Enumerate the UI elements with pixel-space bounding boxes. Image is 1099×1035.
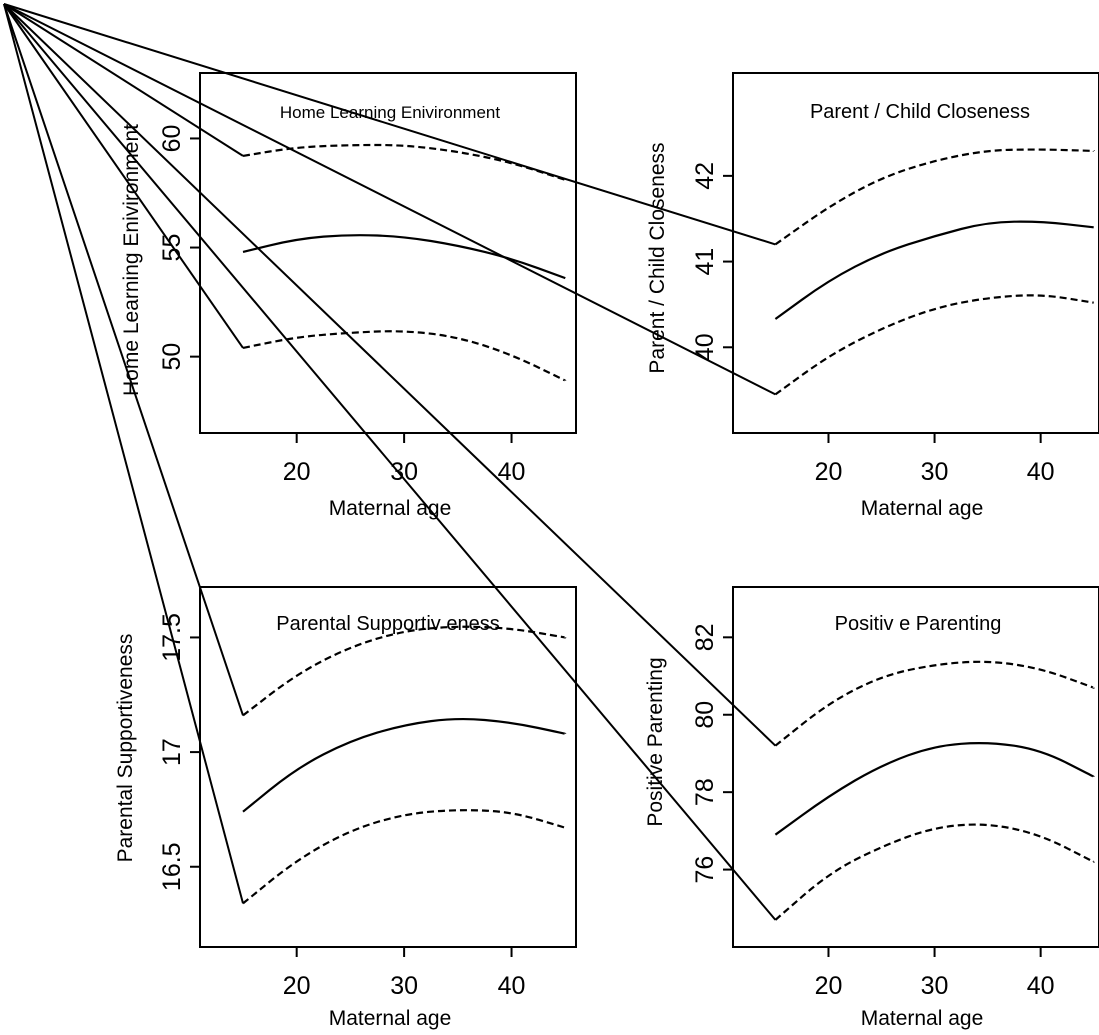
y-tick-label: 16.5 [158,842,186,891]
panel-title: Home Learning Enivironment [280,103,500,122]
plot-lines [242,625,567,905]
panel-parent-child-closeness: Parent / Child Closeness Maternal age Pa… [646,72,1099,520]
y-axis: 76 78 80 82 [691,623,733,883]
y-tick-label: 17 [158,738,186,766]
x-tick-label: 40 [1027,972,1055,1000]
plot-lines [774,148,1095,396]
estimate-line [242,234,566,280]
y-axis-title: Home Learning Enivironment [120,124,143,396]
plot-lines [774,660,1095,921]
upper-bound-line [774,148,1095,246]
x-tick-label: 20 [283,458,311,486]
plot-frame [199,72,577,434]
leader-line [3,3,244,904]
plot-frame [199,586,577,948]
panel-home-learning: Home Learning Enivironment Maternal age … [120,72,577,520]
x-tick-label: 20 [283,972,311,1000]
y-tick-label: 50 [158,343,186,371]
panel-parental-supportiveness: Parental Supportiv eness Maternal age Pa… [114,586,577,1030]
leader-line [3,3,777,747]
y-axis: 16.51717.5 [158,613,200,891]
estimate-line [242,717,567,813]
leader-line [3,3,776,246]
y-tick-label: 82 [691,623,719,651]
y-tick-label: 42 [691,162,719,190]
x-tick-label: 30 [390,458,418,486]
panel-title: Parent / Child Closeness [810,101,1030,123]
x-tick-label: 30 [390,972,418,1000]
x-tick-label: 20 [815,458,843,486]
leader-line [3,3,244,716]
y-tick-label: 41 [691,248,719,276]
upper-bound-line [774,660,1095,747]
y-axis-title: Parent / Child Closeness [646,142,669,373]
y-tick-label: 60 [158,125,186,153]
plot-frame [732,586,1099,948]
panel-title: Parental Supportiv eness [276,613,499,635]
estimate-line [774,742,1095,836]
leader-line [3,3,777,921]
x-axis-title: Maternal age [861,497,984,520]
leader-line [3,3,244,349]
plot-lines [242,143,567,382]
lower-bound-line [774,823,1095,921]
x-tick-label: 20 [815,972,843,1000]
y-tick-label: 76 [691,856,719,884]
x-tick-label: 40 [1027,458,1055,486]
x-axis-title: Maternal age [861,1007,984,1030]
estimate-line [774,220,1094,320]
x-axis-title: Maternal age [329,497,452,520]
x-axis-title: Maternal age [329,1007,452,1030]
y-axis: 40 41 42 [691,162,733,361]
plot-frame [732,72,1099,434]
y-axis-title: Positive Parenting [644,657,667,826]
leader-lines [3,3,777,921]
upper-bound-line [242,625,567,717]
x-axis: 20 30 40 [815,947,1055,1000]
lower-bound-line [774,294,1094,396]
y-tick-label: 40 [691,333,719,361]
x-axis: 20 30 40 [283,947,526,1000]
x-tick-label: 30 [921,458,949,486]
leader-line [3,3,244,157]
panel-title: Positiv e Parenting [835,613,1002,635]
panel-positive-parenting: Positiv e Parenting Maternal age Positiv… [644,586,1099,1030]
y-tick-label: 78 [691,778,719,806]
lower-bound-line [242,330,567,382]
x-tick-label: 30 [921,972,949,1000]
y-tick-label: 80 [691,701,719,729]
y-axis-title: Parental Supportiveness [114,634,137,863]
y-tick-label: 55 [158,234,186,262]
lower-bound-line [242,809,567,905]
x-axis: 20 30 40 [815,433,1055,486]
x-tick-label: 40 [498,972,526,1000]
y-axis: 50 55 60 [158,125,200,371]
x-tick-label: 40 [498,458,526,486]
x-axis: 20 30 40 [283,433,526,486]
leader-line [3,3,776,396]
